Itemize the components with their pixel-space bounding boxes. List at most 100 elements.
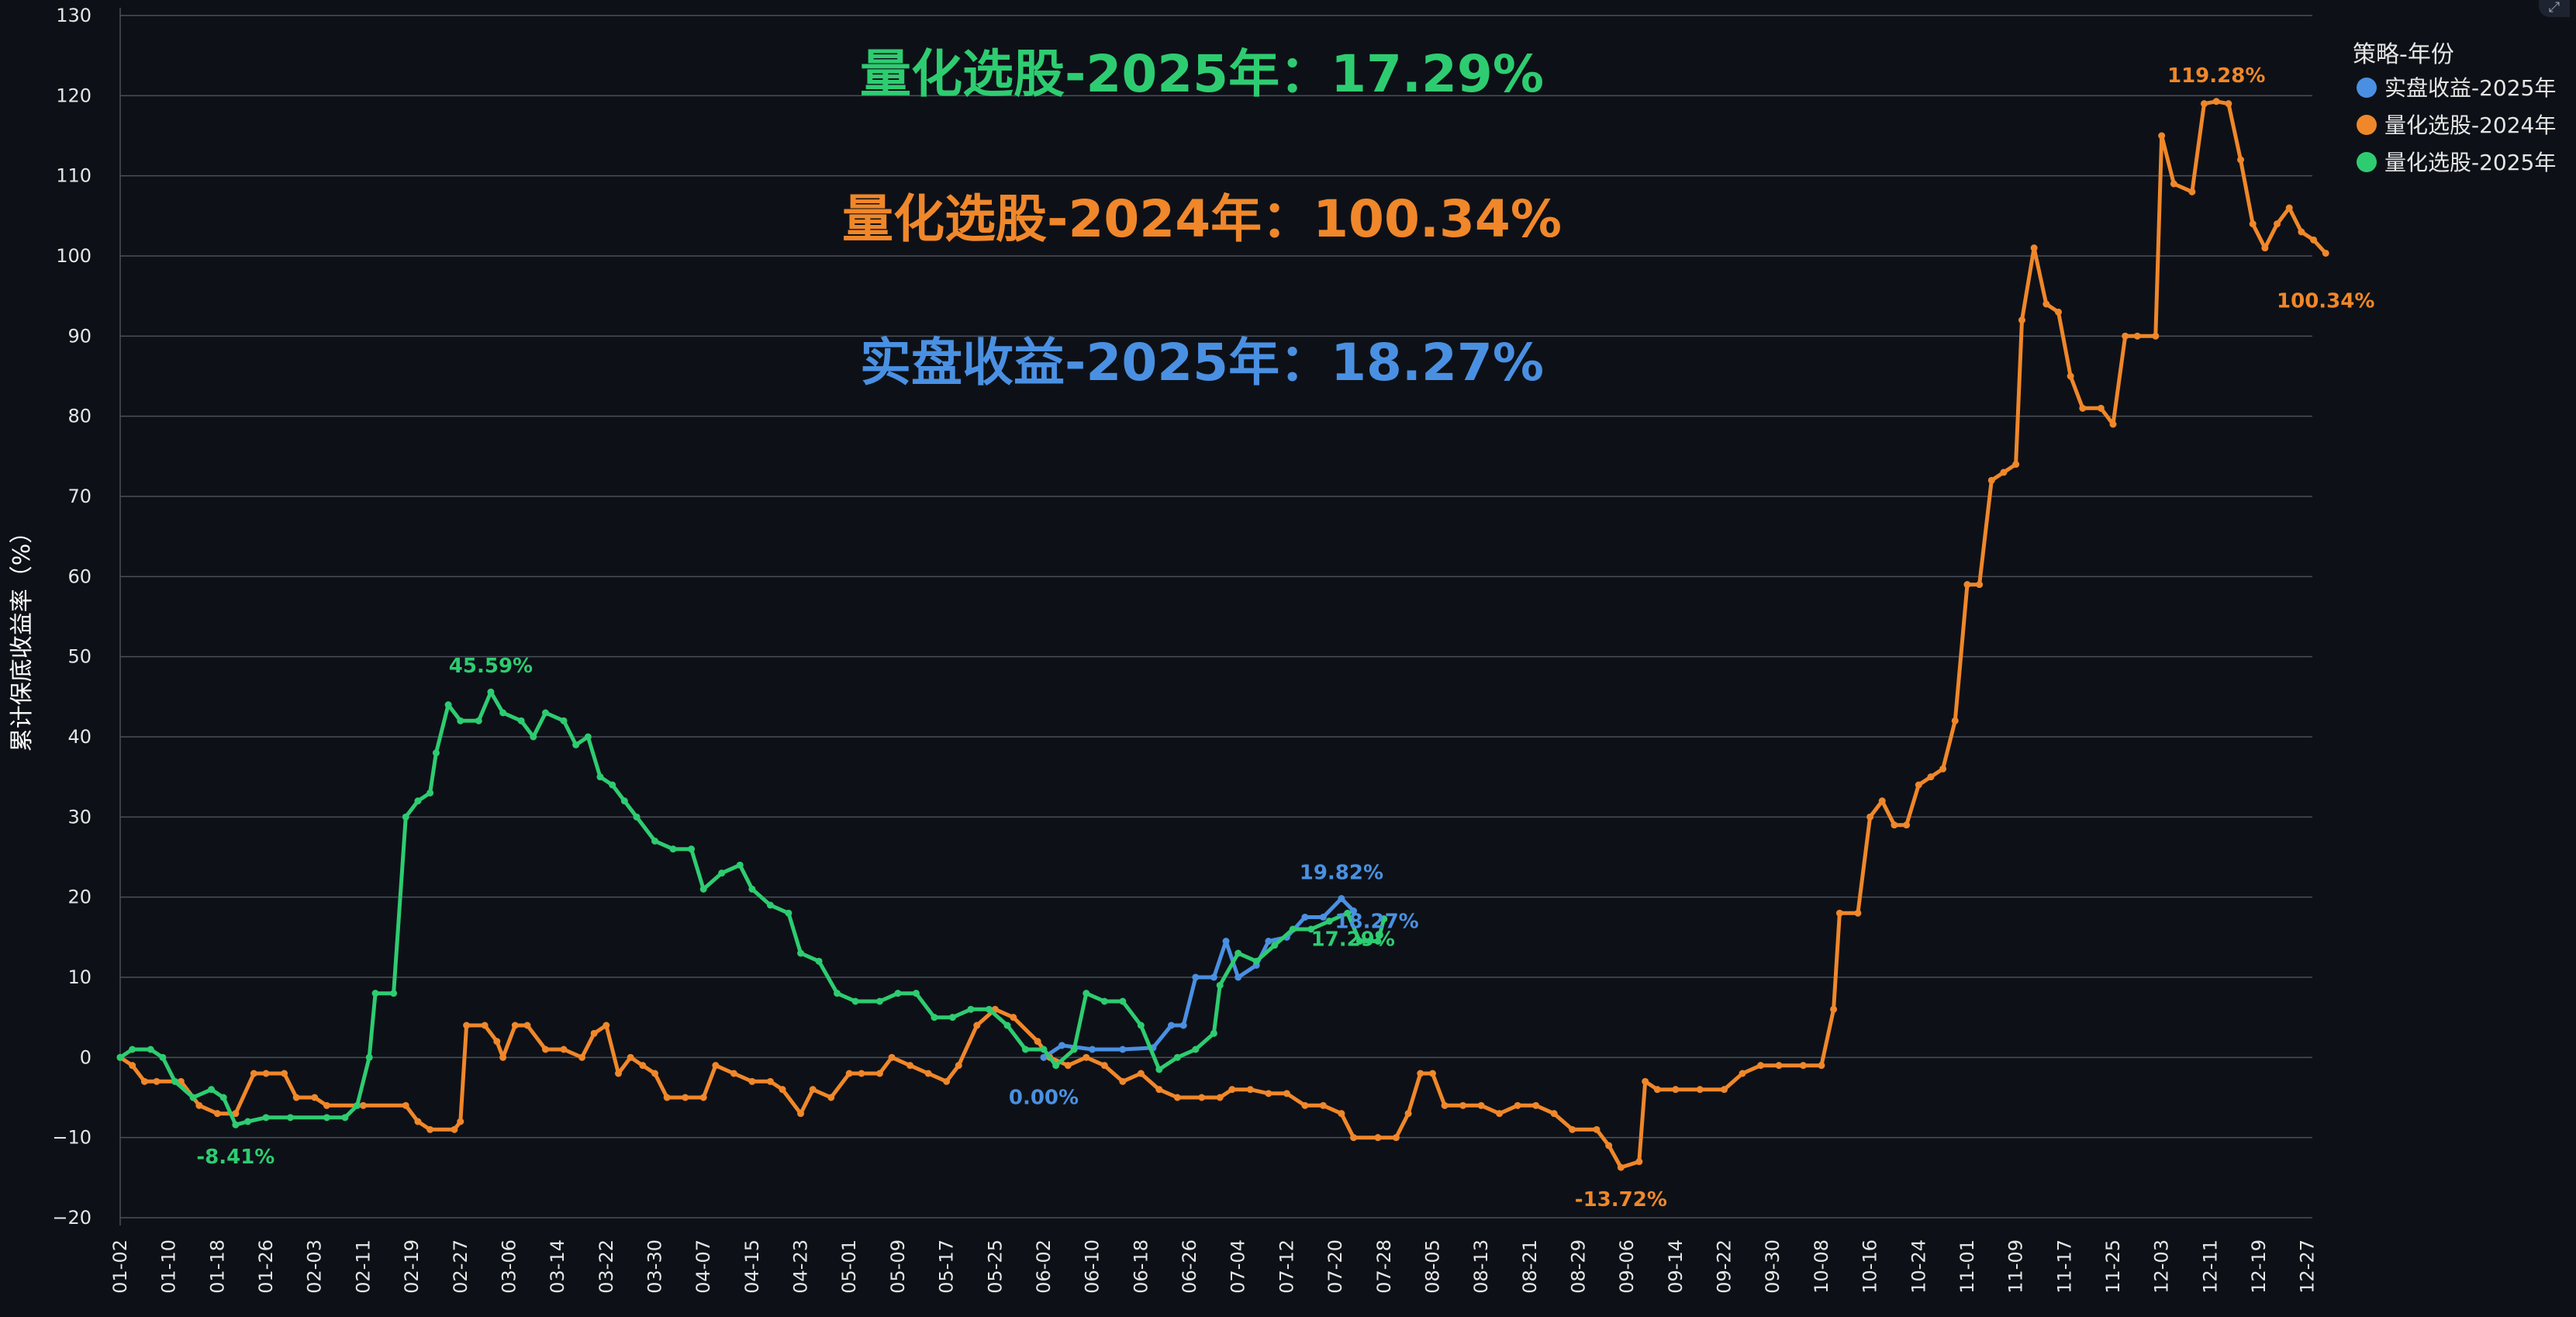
x-tick-label: 04-07 <box>692 1239 714 1294</box>
data-point <box>1100 997 1108 1005</box>
data-point <box>2030 244 2038 252</box>
x-tick-label: 04-15 <box>741 1239 763 1294</box>
x-tick-label: 12-03 <box>2151 1239 2173 1294</box>
data-point <box>1569 1125 1576 1133</box>
data-point <box>1441 1101 1449 1109</box>
data-point <box>858 1070 865 1077</box>
data-point <box>1083 1053 1090 1061</box>
legend-title: 策略-年份 <box>2353 41 2454 68</box>
data-point <box>1428 1070 1436 1077</box>
data-point <box>292 1094 300 1101</box>
x-tick-label: 06-02 <box>1033 1239 1055 1294</box>
y-tick-label: 20 <box>67 887 92 908</box>
data-point <box>2225 100 2232 108</box>
data-point <box>785 909 792 917</box>
data-point <box>1173 1053 1181 1061</box>
data-point <box>1477 1101 1485 1109</box>
data-point <box>481 1021 489 1029</box>
data-point <box>311 1094 319 1101</box>
y-tick-label: 120 <box>56 85 92 106</box>
data-point <box>1301 1101 1309 1109</box>
data-point <box>1034 1038 1041 1046</box>
data-point <box>1137 1021 1145 1029</box>
y-tick-label: 70 <box>67 486 92 507</box>
x-tick-label: 10-16 <box>1859 1239 1881 1294</box>
data-point <box>1380 915 1388 923</box>
data-point <box>1350 907 1358 915</box>
data-point <box>560 717 568 724</box>
data-point <box>2298 228 2305 236</box>
y-tick-label: −10 <box>52 1127 92 1149</box>
data-point <box>948 1014 956 1021</box>
data-point <box>912 990 920 997</box>
data-point <box>323 1114 330 1122</box>
x-tick-label: 02-03 <box>304 1239 326 1294</box>
x-axis-ticks: 01-02 01-10 01-18 01-26 02-03 02-11 02-19 02-27… <box>109 1239 2319 1294</box>
data-point <box>1173 1094 1181 1101</box>
series-line <box>119 690 1386 1127</box>
data-point <box>1301 914 1309 921</box>
data-point <box>457 717 464 724</box>
data-point <box>609 781 616 789</box>
data-point <box>432 749 440 757</box>
data-point <box>323 1101 330 1109</box>
data-point <box>1210 973 1217 981</box>
data-point <box>444 701 452 709</box>
data-point <box>1271 942 1279 949</box>
data-point <box>1228 1086 1236 1094</box>
x-tick-label: 12-19 <box>2248 1239 2270 1294</box>
data-point <box>931 1014 938 1021</box>
data-point <box>1757 1062 1765 1070</box>
data-point <box>2212 98 2220 105</box>
y-tick-label: 40 <box>67 726 92 748</box>
data-point <box>2170 180 2177 188</box>
data-point <box>1003 1021 1011 1029</box>
data-point <box>286 1114 294 1122</box>
data-point <box>250 1070 257 1077</box>
y-tick-label: 80 <box>67 406 92 427</box>
data-point <box>281 1070 288 1077</box>
headline-text: 实盘收益-2025年：18.27% <box>860 333 1544 392</box>
x-tick-label: 04-23 <box>790 1239 812 1294</box>
data-point <box>973 1021 981 1029</box>
x-tick-label: 02-27 <box>450 1239 471 1294</box>
data-point <box>2322 249 2329 257</box>
data-point <box>208 1086 216 1094</box>
data-point <box>2122 332 2129 340</box>
data-point <box>1070 1046 1078 1053</box>
data-point <box>1283 1090 1290 1098</box>
data-point <box>1289 925 1297 933</box>
data-label: 45.59% <box>449 655 533 678</box>
data-point <box>1325 918 1333 925</box>
data-point <box>1021 1046 1029 1053</box>
data-point <box>1550 1110 1558 1118</box>
data-point <box>572 741 580 748</box>
data-point <box>219 1094 227 1101</box>
data-point <box>1392 1134 1400 1142</box>
data-point <box>2261 244 2269 252</box>
data-point <box>1052 1062 1060 1070</box>
x-tick-label: 05-17 <box>936 1239 958 1294</box>
data-point <box>639 1062 647 1070</box>
x-tick-label: 09-30 <box>1762 1239 1784 1294</box>
data-point <box>402 813 409 821</box>
data-point <box>1234 973 1242 981</box>
y-tick-label: 50 <box>67 646 92 668</box>
data-point <box>499 1053 507 1061</box>
data-point <box>1083 990 1090 997</box>
data-point <box>985 1005 993 1013</box>
data-point <box>651 837 659 845</box>
data-point <box>1252 957 1260 965</box>
x-tick-label: 05-25 <box>984 1239 1006 1294</box>
data-point <box>669 845 677 853</box>
data-point <box>1179 1021 1187 1029</box>
data-point <box>1100 1062 1108 1070</box>
data-point <box>1265 938 1272 945</box>
data-point <box>1830 1005 1838 1013</box>
fullscreen-icon[interactable]: ⤢ <box>2539 0 2570 17</box>
headline-text: 量化选股-2025年：17.29% <box>860 44 1544 104</box>
data-point <box>213 1110 221 1118</box>
data-point <box>153 1077 161 1085</box>
data-point <box>244 1118 252 1125</box>
